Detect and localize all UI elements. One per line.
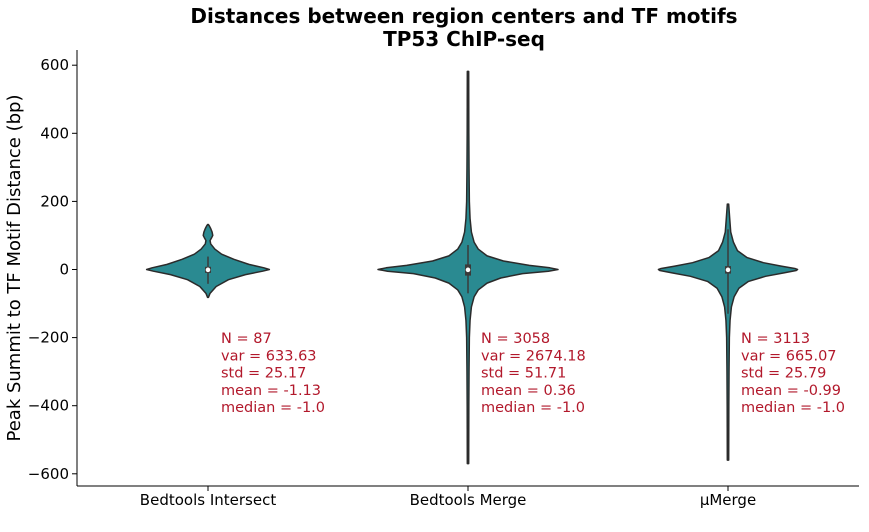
stats-annotation-line: std = 25.17 [221,366,306,382]
stats-annotation-line: std = 51.71 [481,366,566,382]
stats-annotation-line: mean = 0.36 [481,383,576,399]
y-tick-label: −600 [28,465,69,483]
y-tick-label: 600 [40,56,69,74]
stats-annotation-line: mean = -0.99 [741,383,841,399]
chart-title: Distances between region centers and TF … [190,4,737,28]
violin-median-marker [465,267,471,273]
violins-layer [145,70,799,465]
axes-layer: 600 400 200 0 −200 −400 −600 Bedtools Intersect… [28,50,859,509]
stats-annotation-line: median = -1.0 [221,400,325,416]
y-tick-label: −400 [28,397,69,415]
y-tick-label: 0 [59,261,69,279]
stats-annotation-line: median = -1.0 [741,400,845,416]
stats-annotation-line: std = 25.79 [741,366,826,382]
stats-annotation-line: median = -1.0 [481,400,585,416]
stats-annotation-line: N = 3113 [741,331,810,347]
y-tick-label: 200 [40,192,69,210]
stats-annotation-line: N = 3058 [481,331,550,347]
chart-subtitle: TP53 ChIP-seq [383,27,545,51]
stats-annotation-line: var = 633.63 [221,348,317,364]
violin-body [657,203,799,461]
y-tick-label: −200 [28,329,69,347]
x-tick-label: μMerge [700,491,756,509]
y-tick-label: 400 [40,124,69,142]
stats-annotation-line: N = 87 [221,331,272,347]
x-tick-label: Bedtools Intersect [140,491,277,509]
stats-annotation-line: var = 665.07 [741,348,837,364]
x-tick-label: Bedtools Merge [410,491,527,509]
violin-median-marker [205,267,211,273]
violin-median-marker [725,267,731,273]
y-axis-label: Peak Summit to TF Motif Distance (bp) [4,95,25,442]
stats-annotation-line: var = 2674.18 [481,348,586,364]
stats-annotation-line: mean = -1.13 [221,383,321,399]
